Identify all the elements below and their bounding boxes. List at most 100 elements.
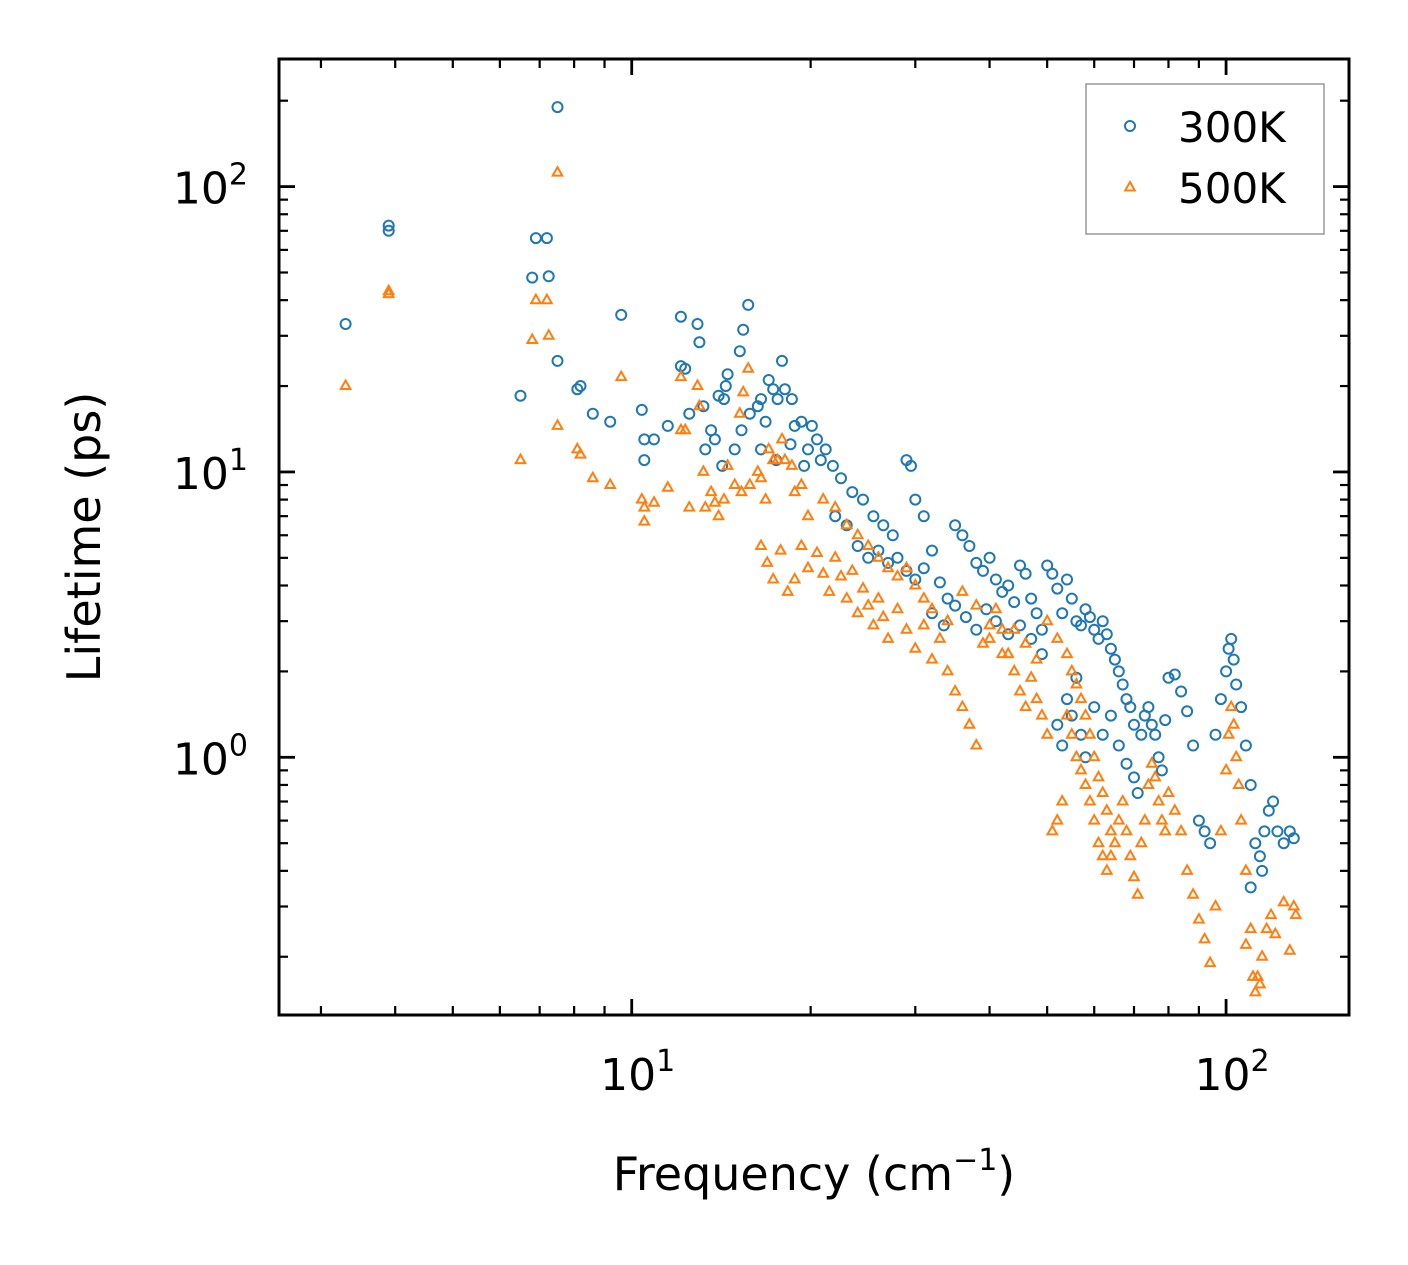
data-point-300k bbox=[905, 459, 917, 472]
data-point-500k bbox=[871, 550, 885, 562]
data-point-500k bbox=[840, 591, 854, 603]
data-point-500k bbox=[573, 447, 588, 459]
data-point-500k bbox=[1019, 699, 1033, 712]
data-point-500k bbox=[1060, 646, 1074, 659]
data-point-300k bbox=[1198, 825, 1211, 838]
data-point-500k bbox=[513, 452, 528, 465]
data-point-300k bbox=[638, 454, 651, 467]
data-point-300k bbox=[1100, 628, 1113, 641]
data-point-300k bbox=[917, 510, 930, 523]
data-point-500k bbox=[1035, 708, 1049, 720]
series-layer bbox=[339, 101, 1303, 997]
data-point-300k bbox=[693, 336, 706, 349]
data-point-500k bbox=[995, 646, 1009, 659]
data-point-300k bbox=[1271, 825, 1284, 838]
data-point-500k bbox=[1045, 823, 1059, 836]
data-point-300k bbox=[1088, 623, 1101, 636]
data-point-300k bbox=[926, 544, 938, 557]
data-point-500k bbox=[690, 378, 705, 390]
data-point-300k bbox=[776, 354, 788, 367]
data-point-500k bbox=[529, 292, 543, 305]
data-point-300k bbox=[996, 585, 1009, 598]
data-point-300k bbox=[1227, 653, 1240, 666]
data-point-500k bbox=[708, 495, 722, 507]
data-point-500k bbox=[1069, 749, 1083, 762]
data-point-300k bbox=[802, 443, 814, 456]
data-point-500k bbox=[908, 577, 922, 590]
data-point-500k bbox=[771, 452, 785, 465]
data-point-300k bbox=[697, 400, 710, 413]
data-point-500k bbox=[989, 601, 1003, 614]
y-axis-label: Lifetime (ps) bbox=[57, 392, 111, 683]
data-point-500k bbox=[788, 571, 802, 584]
legend-marker-300k bbox=[1124, 120, 1136, 132]
data-point-500k bbox=[1145, 756, 1159, 768]
data-point-300k bbox=[805, 419, 818, 432]
data-point-500k bbox=[1234, 813, 1248, 825]
data-point-300k bbox=[1056, 739, 1069, 752]
data-point-500k bbox=[1152, 793, 1166, 806]
data-point-300k bbox=[771, 393, 784, 406]
data-point-300k bbox=[1112, 739, 1125, 752]
data-point-500k bbox=[983, 631, 997, 643]
data-point-300k bbox=[983, 551, 996, 564]
data-point-300k bbox=[1209, 728, 1222, 741]
data-point-300k bbox=[1244, 881, 1257, 894]
data-point-300k bbox=[970, 623, 983, 636]
data-point-500k bbox=[762, 441, 776, 454]
data-point-500k bbox=[542, 328, 556, 340]
data-point-500k bbox=[1123, 848, 1137, 861]
data-point-500k bbox=[1239, 937, 1253, 949]
data-point-500k bbox=[1141, 777, 1155, 789]
data-point-500k bbox=[1168, 803, 1182, 815]
data-point-300k bbox=[989, 573, 1002, 586]
data-point-300k bbox=[1262, 804, 1275, 817]
data-point-500k bbox=[969, 598, 983, 610]
data-point-300k bbox=[1061, 573, 1073, 586]
data-point-300k bbox=[798, 459, 811, 472]
data-point-500k bbox=[933, 631, 947, 643]
x-axis-label: Frequency (cm−1) bbox=[613, 1143, 1016, 1201]
data-point-500k bbox=[899, 560, 914, 573]
data-point-500k bbox=[955, 699, 969, 712]
data-point-500k bbox=[851, 605, 865, 618]
data-point-300k bbox=[679, 362, 692, 375]
data-point-500k bbox=[810, 545, 824, 557]
data-point-500k bbox=[781, 584, 795, 596]
data-point-300k bbox=[1051, 718, 1064, 731]
data-point-300k bbox=[1256, 864, 1269, 877]
data-point-500k bbox=[1087, 749, 1101, 762]
data-point-500k bbox=[1283, 943, 1297, 955]
data-point-500k bbox=[881, 631, 895, 643]
data-point-500k bbox=[586, 470, 600, 483]
data-point-300k bbox=[615, 308, 628, 321]
data-point-300k bbox=[708, 433, 721, 446]
data-point-300k bbox=[382, 224, 395, 237]
data-point-500k bbox=[775, 431, 789, 444]
data-point-500k bbox=[866, 617, 880, 630]
data-point-500k bbox=[1024, 670, 1038, 682]
data-point-300k bbox=[1008, 596, 1021, 609]
data-point-300k bbox=[733, 345, 746, 358]
data-point-500k bbox=[801, 560, 815, 573]
data-point-500k bbox=[1219, 762, 1233, 775]
data-point-500k bbox=[1180, 863, 1194, 875]
data-point-500k bbox=[760, 555, 774, 567]
data-point-300k bbox=[526, 271, 539, 284]
y-tick-label: 101 bbox=[173, 443, 248, 500]
data-point-300k bbox=[877, 519, 890, 532]
data-point-300k bbox=[846, 486, 859, 499]
data-point-300k bbox=[1030, 607, 1043, 620]
x-tick-label: 102 bbox=[1195, 1044, 1270, 1101]
data-point-500k bbox=[794, 477, 808, 489]
data-point-500k bbox=[637, 500, 651, 512]
data-point-500k bbox=[339, 378, 353, 390]
data-point-500k bbox=[1078, 777, 1093, 789]
data-point-500k bbox=[1203, 955, 1217, 968]
data-point-300k bbox=[1220, 665, 1233, 678]
data-point-500k bbox=[941, 663, 955, 676]
data-point-300k bbox=[1046, 567, 1059, 580]
data-point-500k bbox=[525, 332, 539, 344]
data-point-500k bbox=[1229, 749, 1243, 762]
data-point-500k bbox=[1083, 793, 1097, 806]
